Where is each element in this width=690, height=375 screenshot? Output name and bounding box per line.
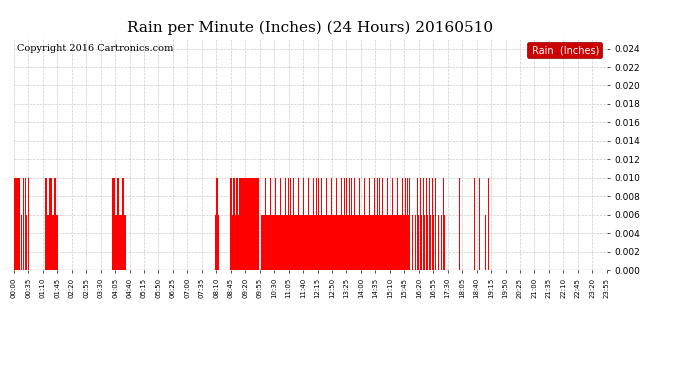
Legend: Rain  (Inches): Rain (Inches) (527, 42, 602, 58)
Text: Copyright 2016 Cartronics.com: Copyright 2016 Cartronics.com (17, 45, 173, 54)
Title: Rain per Minute (Inches) (24 Hours) 20160510: Rain per Minute (Inches) (24 Hours) 2016… (128, 21, 493, 35)
